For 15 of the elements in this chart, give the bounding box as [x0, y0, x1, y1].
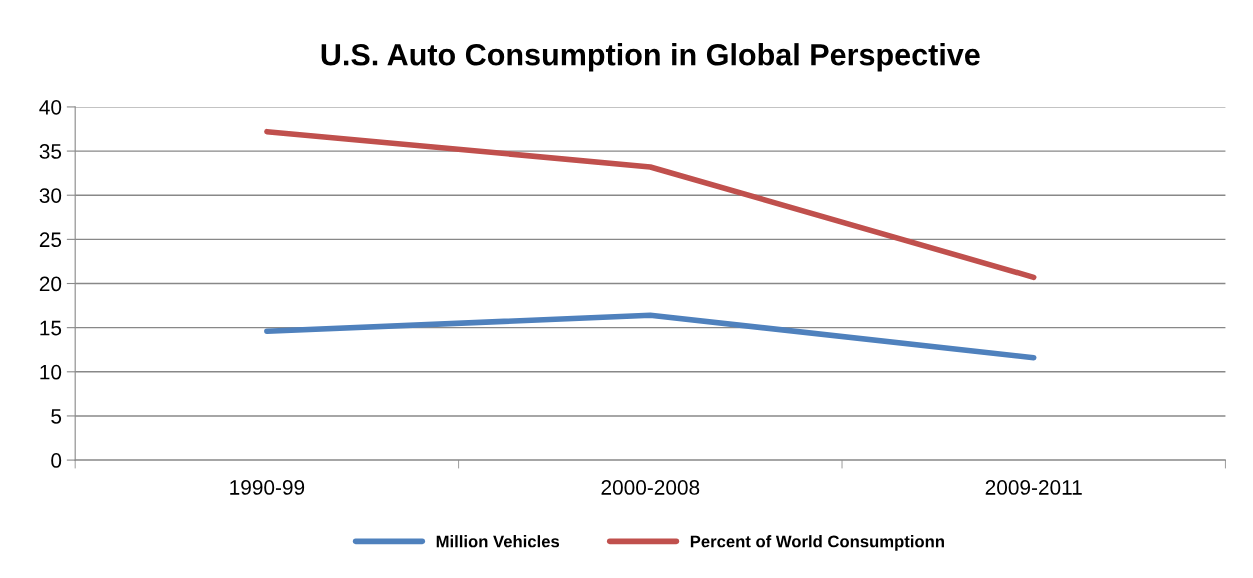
y-tick-label: 5 [51, 409, 62, 424]
x-tick-label: 2000-2008 [601, 480, 700, 495]
y-tick-label: 0 [51, 453, 62, 468]
y-tick-label: 15 [40, 320, 62, 336]
y-tick-label: 35 [39, 144, 62, 159]
y-tick-label: 40 [39, 99, 62, 115]
y-tick-label: 30 [39, 188, 62, 203]
legend-label: Million Vehicles [436, 535, 560, 548]
chart-title: U.S. Auto Consumption in Global Perspective [321, 43, 980, 72]
x-tick-label: 1990-99 [230, 480, 305, 495]
y-tick-label: 25 [39, 232, 62, 248]
y-tick-label: 20 [39, 276, 62, 292]
y-tick-label: 10 [40, 364, 62, 380]
legend-label: Percent of World Consumptionn [690, 535, 944, 551]
x-tick-label: 2009-2011 [985, 480, 1082, 495]
